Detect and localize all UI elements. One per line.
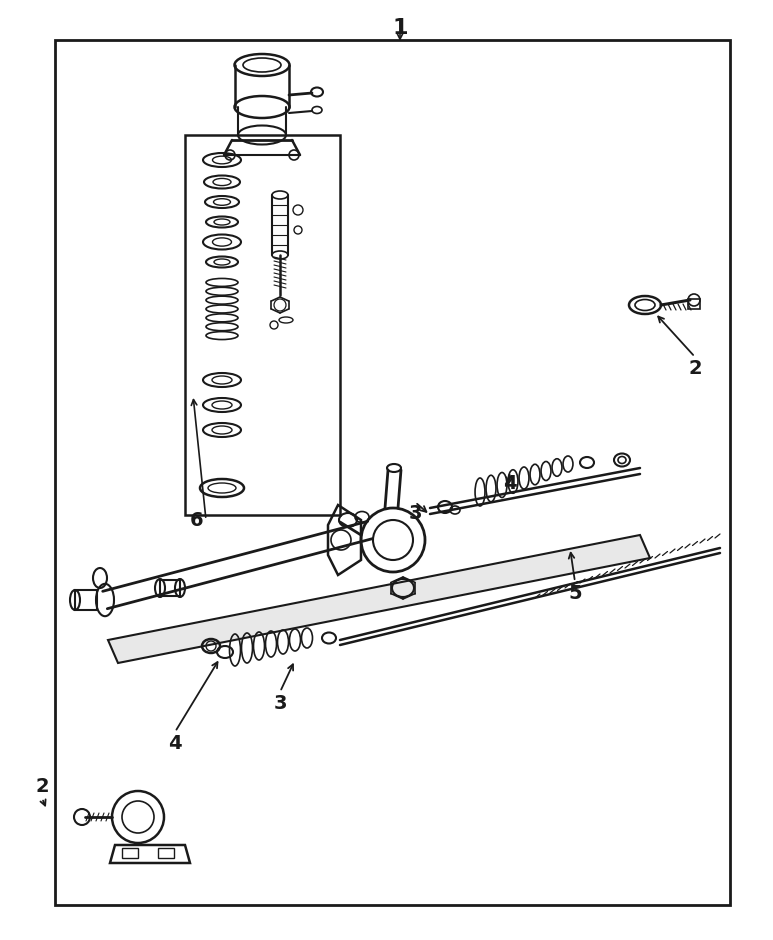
Text: 5: 5: [568, 584, 582, 603]
Bar: [185, 135, 340, 515]
Text: 6: 6: [189, 510, 203, 529]
Text: 3: 3: [408, 504, 422, 523]
Bar: [122, 848, 138, 858]
Bar: [160, 580, 180, 596]
Text: 4: 4: [503, 474, 517, 493]
Bar: [55, 40, 730, 905]
Text: 3: 3: [273, 694, 287, 713]
Text: 4: 4: [169, 734, 182, 753]
Text: 2: 2: [688, 359, 702, 378]
Bar: [688, 299, 700, 309]
Bar: [75, 590, 97, 610]
Text: 2: 2: [36, 777, 49, 796]
Polygon shape: [108, 535, 650, 663]
Bar: [158, 848, 174, 858]
Text: 1: 1: [392, 18, 407, 38]
